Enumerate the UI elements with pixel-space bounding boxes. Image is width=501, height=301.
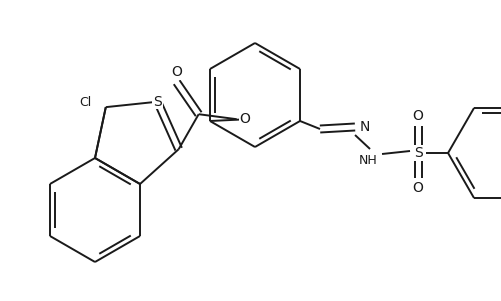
Text: S: S — [414, 146, 422, 160]
Text: O: O — [239, 112, 250, 126]
Text: N: N — [360, 120, 370, 134]
Text: NH: NH — [359, 154, 377, 167]
Text: O: O — [171, 65, 182, 79]
Text: S: S — [153, 95, 162, 109]
Text: O: O — [413, 109, 423, 123]
Text: O: O — [413, 181, 423, 195]
Text: Cl: Cl — [80, 96, 92, 109]
